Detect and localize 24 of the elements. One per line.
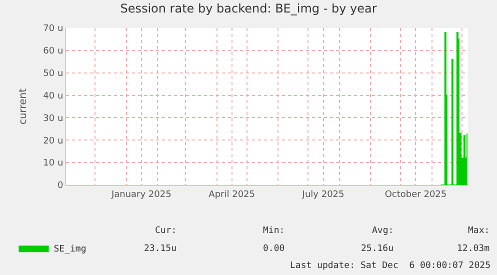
legend-label: SE_img [54, 244, 86, 255]
y-tick-label: 30 u [43, 114, 64, 124]
y-tick-label: 50 u [43, 69, 64, 80]
text: Avg: [372, 226, 394, 236]
text: Min: [263, 226, 285, 236]
text: 25.16u [361, 244, 394, 254]
text: Last update: Sat Dec 6 00:00:07 2025 [290, 261, 490, 271]
y-axis-title: current [18, 88, 30, 125]
text: 23.15u [144, 244, 177, 254]
y-tick-label: 60 u [43, 46, 64, 57]
y-tick-label: 20 u [43, 136, 64, 146]
text: Cur: [155, 226, 177, 236]
x-tick-label: January 2025 [110, 190, 172, 200]
x-tick-label: October 2025 [384, 190, 447, 200]
chart-title: Session rate by backend: BE_img - by year [120, 2, 377, 16]
y-tick-label: 70 u [43, 24, 64, 34]
x-tick-label: July 2025 [301, 190, 344, 200]
y-tick-label: 40 u [43, 91, 64, 102]
x-tick-label: April 2025 [208, 190, 255, 200]
y-tick-label: 0 [57, 181, 64, 192]
text: 0.00 [263, 244, 285, 254]
text: Max: [468, 226, 490, 236]
text: 12.03m [457, 244, 490, 254]
y-tick-label: 10 u [43, 158, 64, 169]
